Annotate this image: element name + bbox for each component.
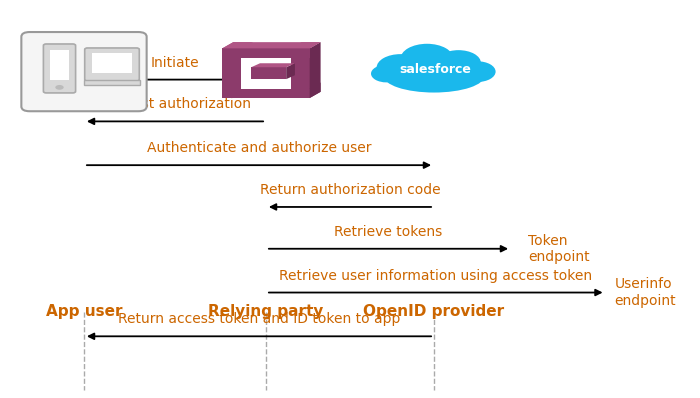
Text: Request authorization: Request authorization	[99, 98, 251, 111]
Polygon shape	[251, 67, 286, 79]
Polygon shape	[223, 42, 321, 49]
Circle shape	[371, 65, 402, 82]
Circle shape	[377, 54, 424, 81]
Polygon shape	[290, 42, 321, 49]
Polygon shape	[309, 82, 321, 98]
Polygon shape	[223, 49, 309, 58]
Polygon shape	[309, 42, 321, 98]
Circle shape	[400, 44, 454, 74]
FancyBboxPatch shape	[21, 32, 147, 111]
Bar	[84, 80, 140, 85]
Polygon shape	[223, 49, 241, 98]
Polygon shape	[241, 42, 252, 98]
Text: Authenticate and authorize user: Authenticate and authorize user	[147, 141, 371, 155]
Text: Token
endpoint: Token endpoint	[528, 234, 590, 264]
Bar	[50, 51, 69, 80]
Text: Initiate: Initiate	[150, 56, 200, 70]
Polygon shape	[251, 63, 295, 67]
Text: Userinfo
endpoint: Userinfo endpoint	[615, 277, 676, 308]
Polygon shape	[286, 63, 295, 79]
Polygon shape	[223, 89, 309, 98]
Text: Return access token and ID token to app: Return access token and ID token to app	[118, 312, 400, 326]
Ellipse shape	[384, 59, 484, 93]
Polygon shape	[290, 49, 309, 98]
Text: Return authorization code: Return authorization code	[260, 183, 440, 197]
Circle shape	[55, 85, 64, 90]
FancyBboxPatch shape	[85, 48, 139, 81]
Text: App user: App user	[46, 304, 122, 320]
Text: Retrieve tokens: Retrieve tokens	[335, 225, 442, 239]
Text: salesforce: salesforce	[400, 63, 471, 76]
FancyBboxPatch shape	[43, 44, 76, 93]
Polygon shape	[241, 58, 290, 89]
Text: OpenID provider: OpenID provider	[363, 304, 505, 320]
Circle shape	[459, 61, 496, 82]
Text: Retrieve user information using access token: Retrieve user information using access t…	[279, 269, 592, 283]
Bar	[92, 53, 132, 73]
Circle shape	[436, 50, 481, 76]
Polygon shape	[223, 42, 252, 49]
Text: Relying party: Relying party	[209, 304, 323, 320]
